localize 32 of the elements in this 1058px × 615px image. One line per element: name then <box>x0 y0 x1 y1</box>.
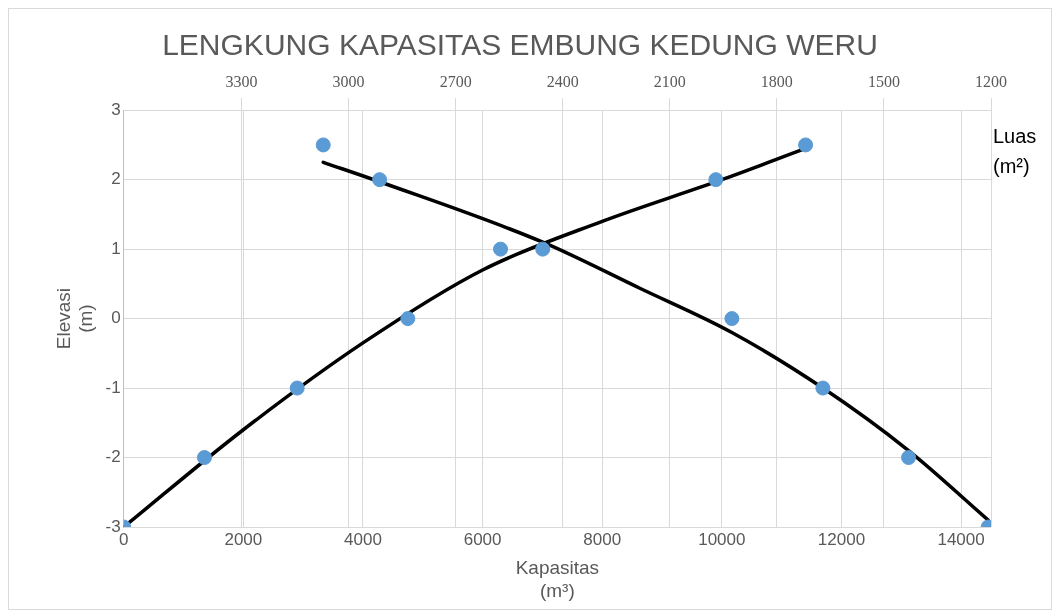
x2-tick-label: 1500 <box>867 72 900 90</box>
y-tick-label: 0 <box>111 308 121 328</box>
x2-tick-label: 2400 <box>546 72 579 90</box>
point <box>400 311 416 327</box>
x2-tick-label: 1200 <box>975 72 1007 90</box>
x-tick-label: 14000 <box>937 529 985 549</box>
y-tick-label: 3 <box>111 99 121 119</box>
x-tick-label: 4000 <box>344 529 382 549</box>
x-tick-label: 12000 <box>817 529 866 549</box>
y-tick-label: -3 <box>105 516 121 536</box>
x-tick-label: 10000 <box>698 529 746 549</box>
x-tick-label: 2000 <box>224 529 263 549</box>
x-tick-label: 6000 <box>463 529 502 549</box>
point <box>798 137 814 153</box>
x2-tick-label: 2700 <box>439 72 472 90</box>
x2-tick-label: 3300 <box>225 72 258 90</box>
y-tick-label: -1 <box>105 377 121 397</box>
y-tick-label: -2 <box>105 447 121 467</box>
point <box>289 380 305 396</box>
point <box>493 241 509 257</box>
point <box>196 450 212 466</box>
chart-title: LENGKUNG KAPASITAS EMBUNG KEDUNG WERU <box>162 28 878 62</box>
y-tick-label: 1 <box>111 238 121 258</box>
x-tick-label: 8000 <box>583 529 622 549</box>
x-axis-title: Kapasitas (m³) <box>515 557 600 601</box>
x2-tick-label: 1800 <box>760 72 793 90</box>
y-axis-title: Elevasi (m) <box>52 287 97 350</box>
x2-tick-label: 2100 <box>653 72 686 90</box>
x2-tick-label: 3000 <box>332 72 365 90</box>
point <box>708 172 724 188</box>
y-tick-label: 2 <box>111 169 121 189</box>
x2-axis-title: Luas (m²) <box>993 124 1038 179</box>
